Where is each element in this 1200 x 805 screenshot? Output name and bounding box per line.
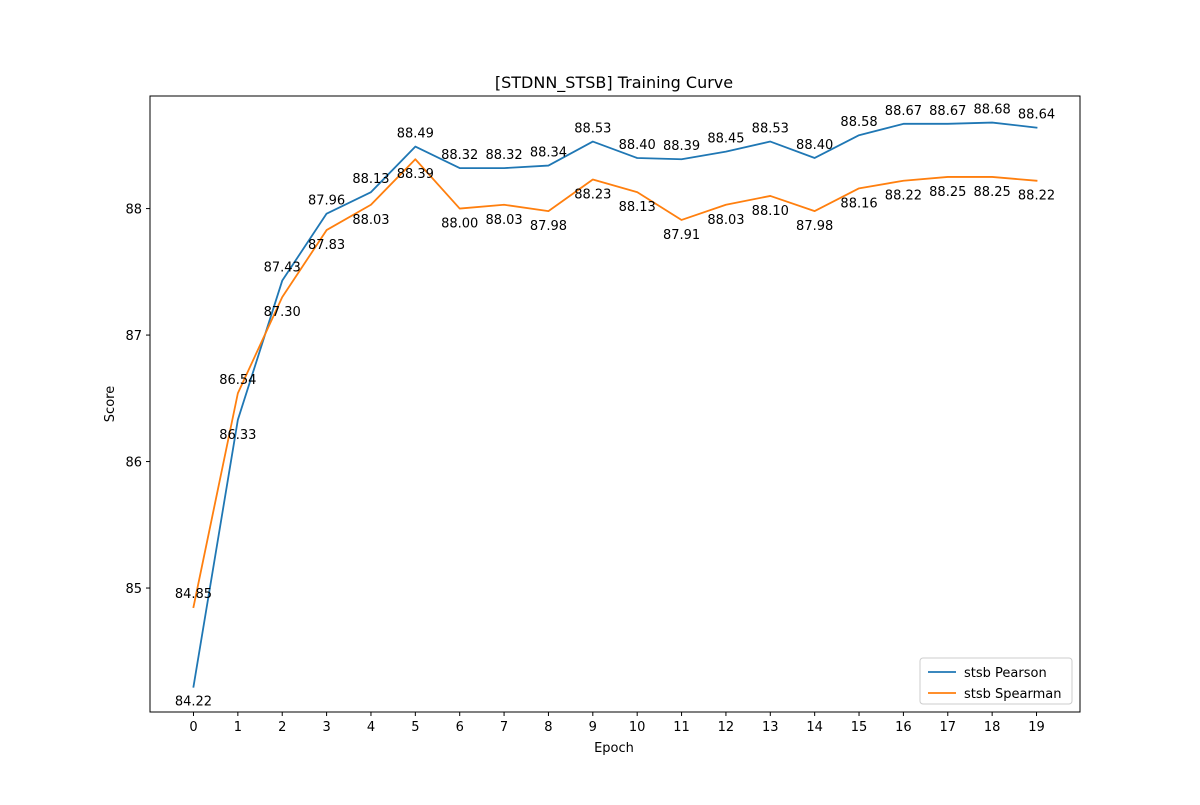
x-tick-label: 12 [718, 720, 735, 735]
x-tick-label: 19 [1028, 720, 1045, 735]
data-label-spearman: 87.98 [530, 219, 567, 234]
data-label-pearson: 88.67 [929, 104, 966, 119]
data-labels: 84.22 86.33 87.43 87.96 88.13 88.49 88.32 88.32… [175, 103, 1055, 710]
x-tick-label: 1 [234, 720, 242, 735]
data-label-pearson: 88.64 [1018, 108, 1055, 123]
data-label-spearman: 86.54 [219, 373, 256, 388]
data-label-pearson: 88.49 [397, 127, 434, 142]
y-tick-label: 88 [125, 203, 142, 218]
legend-box [919, 657, 1073, 705]
data-label-spearman: 88.16 [840, 196, 877, 211]
x-tick-label: 11 [673, 720, 690, 735]
y-tick-label: 87 [125, 329, 142, 344]
data-label-pearson: 88.45 [707, 132, 744, 147]
data-label-spearman: 87.83 [308, 238, 345, 253]
data-label-pearson: 88.67 [885, 104, 922, 119]
data-label-pearson: 88.39 [663, 139, 700, 154]
x-tick-label: 16 [895, 720, 912, 735]
data-label-pearson: 88.40 [796, 138, 833, 153]
data-label-pearson: 88.58 [840, 115, 877, 130]
data-label-pearson: 88.34 [530, 146, 567, 161]
x-axis-label: Epoch [594, 741, 634, 756]
x-tick-label: 10 [629, 720, 646, 735]
data-label-spearman: 88.03 [352, 213, 389, 228]
data-label-spearman: 88.00 [441, 217, 478, 232]
data-label-spearman: 88.25 [929, 185, 966, 200]
data-label-pearson: 88.32 [485, 148, 522, 163]
x-tick-label: 9 [589, 720, 597, 735]
data-label-spearman: 87.91 [663, 228, 700, 243]
data-label-pearson: 87.96 [308, 194, 345, 209]
data-label-spearman: 87.30 [264, 305, 301, 320]
data-label-spearman: 88.39 [397, 167, 434, 182]
data-label-pearson: 88.40 [619, 138, 656, 153]
series-line-pearson [192, 121, 1038, 688]
legend: stsb Pearson stsb Spearman [919, 657, 1073, 705]
y-axis-label: Score [103, 386, 118, 422]
x-tick-label: 7 [500, 720, 508, 735]
data-label-spearman: 88.03 [707, 213, 744, 228]
x-tick-label: 15 [851, 720, 868, 735]
x-tick-label: 8 [544, 720, 552, 735]
x-tick-label: 5 [411, 720, 419, 735]
x-tick-label: 6 [456, 720, 464, 735]
data-label-spearman: 88.13 [619, 200, 656, 215]
data-label-spearman: 88.23 [574, 187, 611, 202]
chart-title: [STDNN_STSB] Training Curve [495, 73, 733, 93]
data-label-spearman: 88.25 [974, 185, 1011, 200]
data-label-spearman: 88.22 [885, 189, 922, 204]
x-tick-label: 2 [278, 720, 286, 735]
data-label-pearson: 88.53 [574, 122, 611, 137]
x-tick-label: 17 [940, 720, 957, 735]
data-label-pearson: 84.22 [175, 695, 212, 710]
y-tick-label: 85 [125, 582, 142, 597]
plot-frame [149, 95, 1081, 713]
data-label-pearson: 88.68 [974, 103, 1011, 118]
x-tick-label: 4 [367, 720, 375, 735]
data-label-spearman: 87.98 [796, 219, 833, 234]
y-tick-label: 86 [125, 456, 142, 471]
series-line-spearman [192, 158, 1038, 609]
data-label-pearson: 88.32 [441, 148, 478, 163]
data-label-pearson: 87.43 [264, 261, 301, 276]
legend-label: stsb Pearson [964, 666, 1047, 681]
data-label-pearson: 86.33 [219, 428, 256, 443]
data-label-pearson: 88.53 [752, 122, 789, 137]
x-tick-label: 18 [984, 720, 1001, 735]
x-tick-label: 3 [322, 720, 330, 735]
data-label-spearman: 88.10 [752, 204, 789, 219]
data-label-pearson: 88.13 [352, 172, 389, 187]
data-label-spearman: 84.85 [175, 587, 212, 602]
data-label-spearman: 88.03 [485, 213, 522, 228]
series-layer [192, 121, 1038, 688]
x-tick-label: 13 [762, 720, 779, 735]
x-tick-label: 14 [806, 720, 823, 735]
data-label-spearman: 88.22 [1018, 189, 1055, 204]
x-tick-label: 0 [189, 720, 197, 735]
legend-label: stsb Spearman [964, 687, 1061, 702]
